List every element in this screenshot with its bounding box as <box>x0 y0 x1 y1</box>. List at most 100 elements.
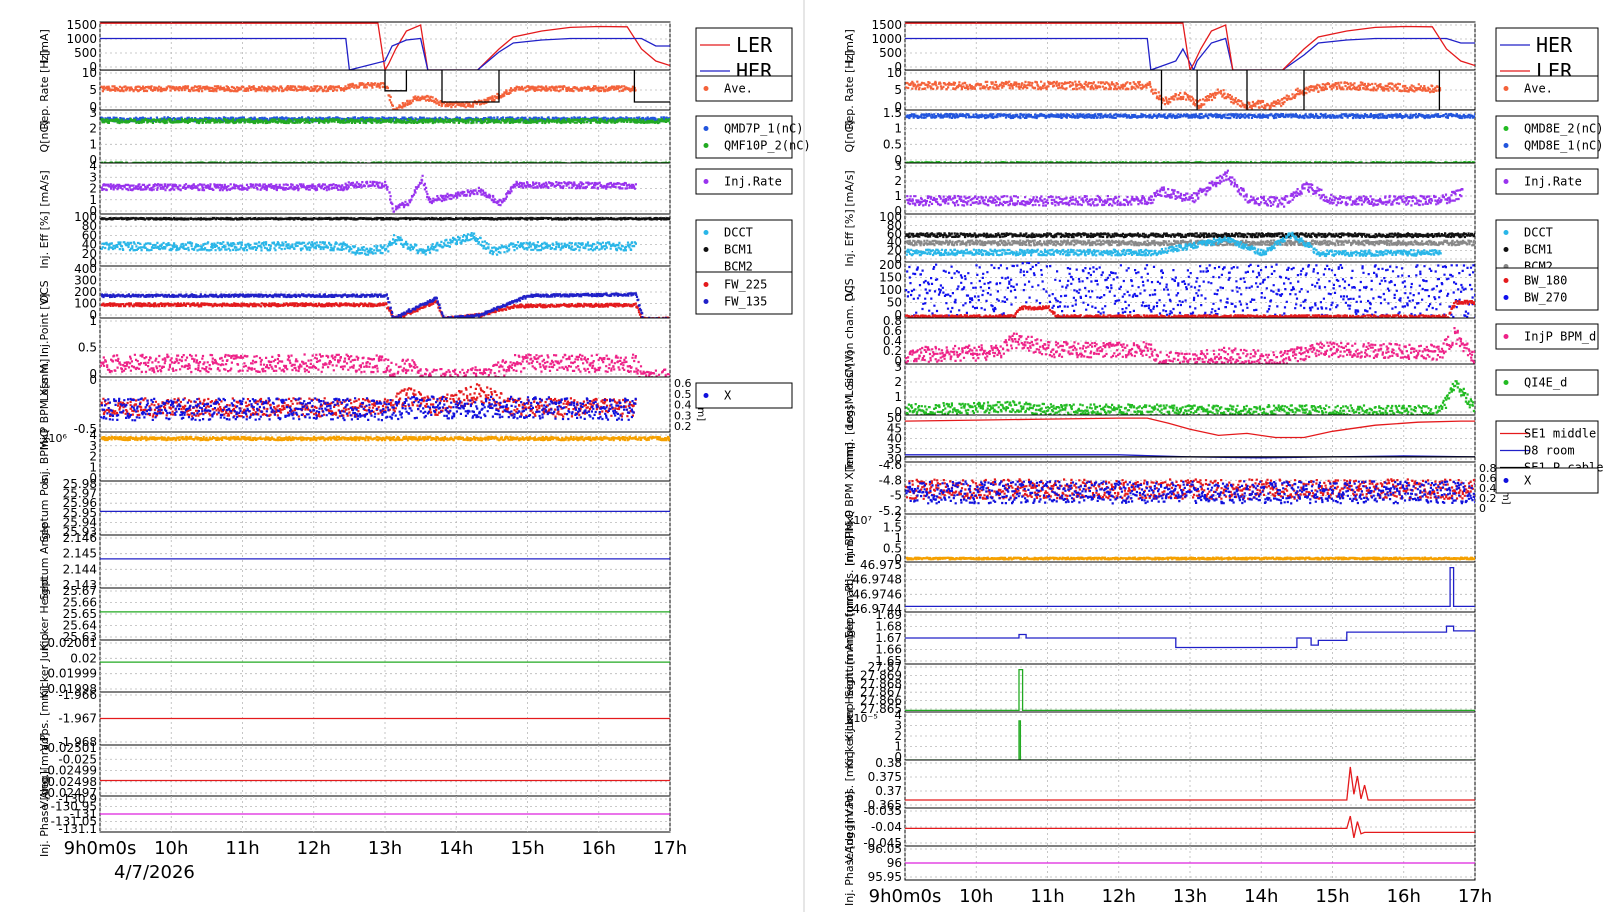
legend-label: Inj.Rate <box>724 175 782 189</box>
legend-swatch <box>1503 278 1509 283</box>
x-tick-label: 11h <box>1030 886 1064 907</box>
y-tick-label: 0 <box>89 153 97 167</box>
y-tick-label: 1 <box>89 193 97 207</box>
y-tick-label: 1.69 <box>875 608 902 622</box>
right-y-tick-label: 0 <box>1479 502 1486 515</box>
series-line <box>905 625 1475 649</box>
y-tick-label: 1 <box>894 390 902 404</box>
legend: QI4E_d <box>1495 369 1599 396</box>
y-tick-label: 27.869 <box>860 668 902 682</box>
y-tick-label: 1.68 <box>875 620 902 634</box>
y-tick-label: 200 <box>74 285 97 299</box>
y-tick-label: 0 <box>894 354 902 368</box>
y-tick-label: 46.975 <box>860 558 902 572</box>
y-tick-label: 1.65 <box>875 654 902 668</box>
legend-swatch <box>1503 143 1509 148</box>
y-tick-label: 27.868 <box>860 677 902 691</box>
legend-swatch <box>703 393 709 398</box>
y-tick-label: 3 <box>894 159 902 173</box>
axis-exponent-label: x10⁻⁵ <box>847 712 878 725</box>
y-tick-label: 25.67 <box>63 584 97 598</box>
y-tick-label: 4 <box>89 159 97 173</box>
series-scatter <box>100 82 637 110</box>
series-line <box>905 37 1475 70</box>
y-tick-label: 0.5 <box>883 542 902 556</box>
series-group <box>905 815 1475 839</box>
y-tick-label: 1000 <box>871 32 902 46</box>
y-tick-label: 200 <box>879 258 902 272</box>
y-tick-label: 2.146 <box>63 531 97 545</box>
y-tick-label: 0 <box>89 373 97 387</box>
y-tick-label: -0.5 <box>74 422 97 436</box>
y-axis-label: Septum Angle <box>38 523 51 601</box>
series-scatter <box>100 232 637 256</box>
series-scatter <box>905 232 1475 239</box>
legend-swatch <box>1503 230 1509 235</box>
legend: DCCT BCM1 BCM2 <box>695 219 793 280</box>
y-tick-label: 0.4 <box>883 334 902 348</box>
series-group <box>905 766 1475 801</box>
series-line <box>905 22 1475 70</box>
y-tick-label: 20 <box>82 247 97 261</box>
y-tick-label: -4.6 <box>879 458 902 472</box>
legend-label: QI4E_d <box>1524 376 1567 390</box>
y-tick-label: 2 <box>894 174 902 188</box>
legend: Inj.Rate <box>695 168 793 195</box>
y-tick-label: 0 <box>894 204 902 218</box>
legend-label: SE1 middle <box>1524 427 1596 441</box>
legend-swatch <box>703 143 709 148</box>
legend-box <box>695 75 793 102</box>
y-tick-label: 3 <box>894 360 902 374</box>
legend-label: Inj.Rate <box>1524 175 1582 189</box>
legend-swatch <box>1503 247 1509 252</box>
y-tick-label: 27.866 <box>860 694 902 708</box>
y-tick-label: 0.2 <box>883 344 902 358</box>
legend-swatch <box>703 126 709 131</box>
y-tick-label: 400 <box>74 262 97 276</box>
y-tick-label: 0.01998 <box>47 682 97 696</box>
y-tick-label: 2 <box>894 729 902 743</box>
y-tick-label: -0.02501 <box>43 741 97 755</box>
time-axis: 9h0m0s 10h 11h 12h 13h 14h 15h 16h 17h 4/7/2026 <box>64 838 688 883</box>
legend: QMD7P_1(nC) QMF10P_2(nC) <box>695 115 811 159</box>
y-tick-label: 0.365 <box>868 798 902 812</box>
y-tick-label: 0 <box>894 552 902 566</box>
y-axis-label: Kicker Jump <box>843 703 856 768</box>
x-tick-label: 14h <box>1244 886 1278 907</box>
y-axis-label: Kicker Height <box>38 577 51 651</box>
y-tick-label: 1.66 <box>875 643 902 657</box>
right-y-tick-label: 0.6 <box>674 377 692 390</box>
x-tick-label: 9h0m0s <box>64 838 137 859</box>
series-scatter <box>905 262 1475 318</box>
legend-box <box>1495 323 1599 350</box>
legend: X <box>1495 467 1599 494</box>
legend-swatch <box>1503 86 1509 91</box>
legend-label: D8 room <box>1524 444 1575 458</box>
series-scatter <box>906 169 1464 208</box>
y-tick-label: 2 <box>89 122 97 136</box>
y-axis-label: Rep. Rate [Hz] <box>843 50 856 129</box>
x-tick-label: 16h <box>1387 886 1421 907</box>
right-y-tick-label: 0.8 <box>1479 462 1497 475</box>
series-scatter <box>905 113 1475 120</box>
chart-row: 3 21 0 Q[nC] QMD7P_1(nC) QMF10P_2(nC) <box>38 106 811 167</box>
series-line <box>905 566 1475 608</box>
y-tick-label: 46.9748 <box>852 573 902 587</box>
y-axis-label: [mA/s] <box>38 170 51 206</box>
series-scatter <box>905 556 1475 561</box>
chart-row: -1.966 -1.967 -1.968 V.Pos. [mm] <box>38 686 671 751</box>
y-tick-label: -0.04 <box>871 820 902 834</box>
series-line <box>905 815 1475 839</box>
series-group <box>905 478 1475 505</box>
y-tick-label: 1 <box>89 137 97 151</box>
legend-swatch <box>1503 295 1509 300</box>
y-axis-label: Kicker Height [mm] <box>843 635 856 742</box>
series-group <box>100 353 670 377</box>
y-axis-label: Inj. BPM Q <box>38 428 51 484</box>
x-tick-label: 14h <box>439 838 473 859</box>
right-y-tick-label: 0.6 <box>1479 472 1497 485</box>
